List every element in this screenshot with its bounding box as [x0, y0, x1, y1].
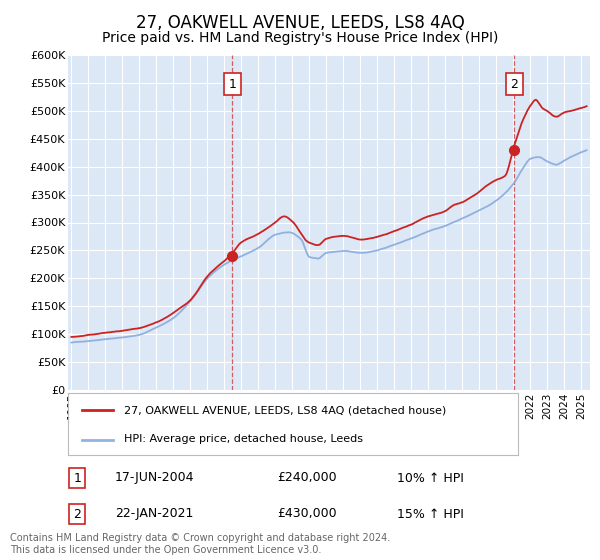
Text: HPI: Average price, detached house, Leeds: HPI: Average price, detached house, Leed… [124, 435, 363, 445]
Text: 27, OAKWELL AVENUE, LEEDS, LS8 4AQ: 27, OAKWELL AVENUE, LEEDS, LS8 4AQ [136, 14, 464, 32]
Text: Contains HM Land Registry data © Crown copyright and database right 2024.
This d: Contains HM Land Registry data © Crown c… [10, 533, 390, 554]
Text: 2: 2 [511, 77, 518, 91]
Text: 2: 2 [73, 507, 81, 520]
Text: £430,000: £430,000 [277, 507, 337, 520]
Text: 1: 1 [73, 472, 81, 484]
Text: 17-JUN-2004: 17-JUN-2004 [115, 472, 194, 484]
Text: 10% ↑ HPI: 10% ↑ HPI [397, 472, 464, 484]
Text: Price paid vs. HM Land Registry's House Price Index (HPI): Price paid vs. HM Land Registry's House … [102, 31, 498, 45]
Text: 27, OAKWELL AVENUE, LEEDS, LS8 4AQ (detached house): 27, OAKWELL AVENUE, LEEDS, LS8 4AQ (deta… [124, 405, 446, 416]
Text: 1: 1 [229, 77, 236, 91]
Text: 22-JAN-2021: 22-JAN-2021 [115, 507, 193, 520]
Text: 15% ↑ HPI: 15% ↑ HPI [397, 507, 464, 520]
Text: £240,000: £240,000 [277, 472, 337, 484]
